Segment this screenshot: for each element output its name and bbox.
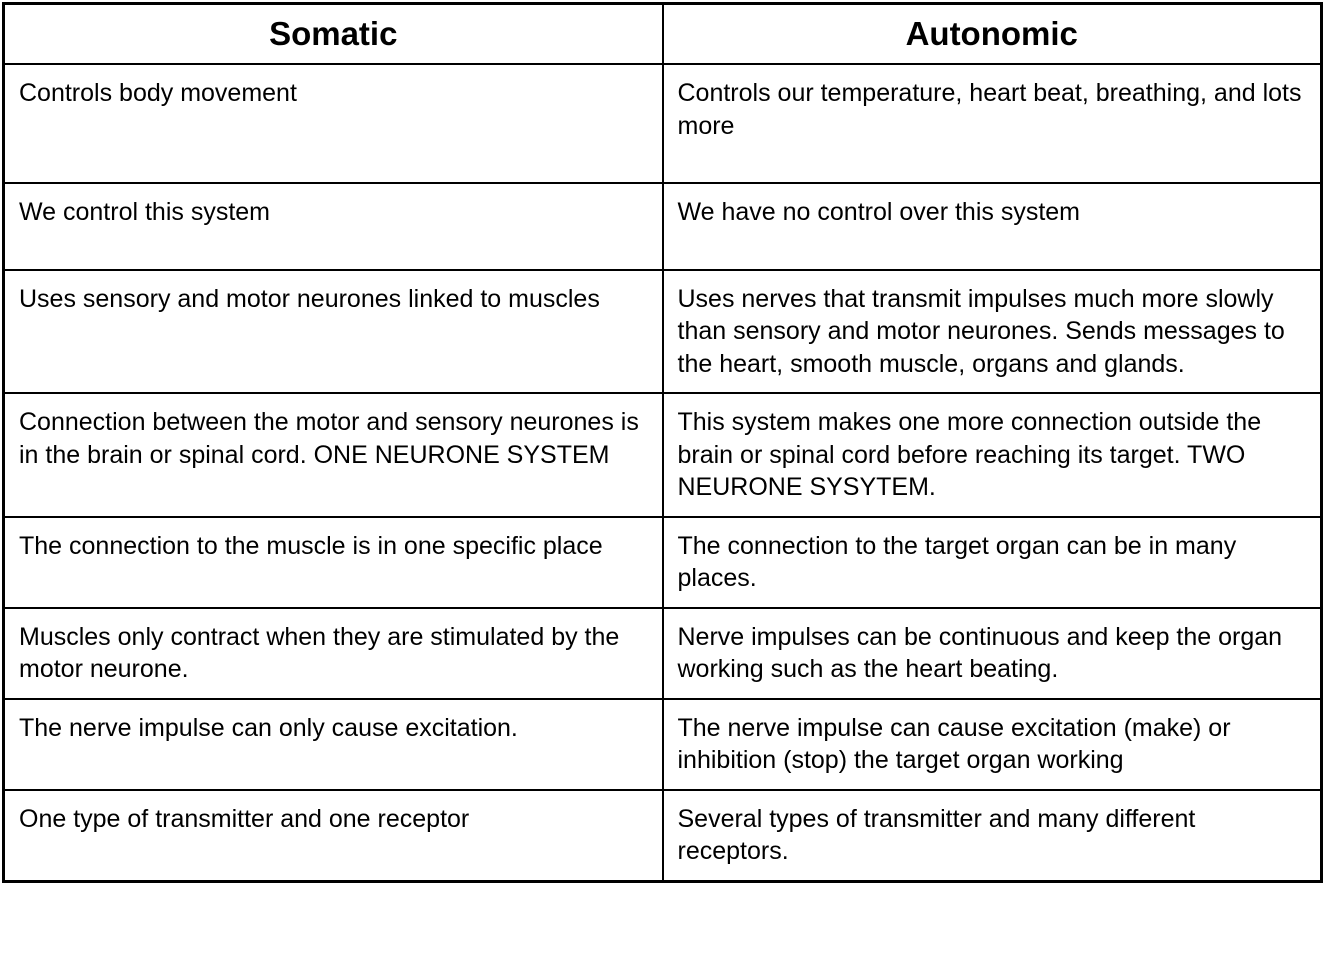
cell-autonomic: The nerve impulse can cause excitation (… xyxy=(663,699,1322,790)
cell-autonomic: We have no control over this system xyxy=(663,183,1322,270)
table-row: Muscles only contract when they are stim… xyxy=(4,608,1322,699)
table-row: The nerve impulse can only cause excitat… xyxy=(4,699,1322,790)
cell-somatic: We control this system xyxy=(4,183,663,270)
cell-autonomic: Controls our temperature, heart beat, br… xyxy=(663,64,1322,183)
header-somatic: Somatic xyxy=(4,4,663,65)
cell-somatic: Connection between the motor and sensory… xyxy=(4,393,663,517)
cell-somatic: One type of transmitter and one receptor xyxy=(4,790,663,882)
table-row: The connection to the muscle is in one s… xyxy=(4,517,1322,608)
comparison-table: Somatic Autonomic Controls body movement… xyxy=(2,2,1323,883)
cell-autonomic: This system makes one more connection ou… xyxy=(663,393,1322,517)
cell-somatic: Uses sensory and motor neurones linked t… xyxy=(4,270,663,394)
table-body: Controls body movementControls our tempe… xyxy=(4,64,1322,881)
cell-somatic: The connection to the muscle is in one s… xyxy=(4,517,663,608)
table-row: We control this systemWe have no control… xyxy=(4,183,1322,270)
table-row: One type of transmitter and one receptor… xyxy=(4,790,1322,882)
table-row: Connection between the motor and sensory… xyxy=(4,393,1322,517)
header-autonomic: Autonomic xyxy=(663,4,1322,65)
table-header-row: Somatic Autonomic xyxy=(4,4,1322,65)
cell-autonomic: Nerve impulses can be continuous and kee… xyxy=(663,608,1322,699)
cell-autonomic: Uses nerves that transmit impulses much … xyxy=(663,270,1322,394)
table-row: Uses sensory and motor neurones linked t… xyxy=(4,270,1322,394)
cell-somatic: Controls body movement xyxy=(4,64,663,183)
cell-somatic: The nerve impulse can only cause excitat… xyxy=(4,699,663,790)
cell-autonomic: Several types of transmitter and many di… xyxy=(663,790,1322,882)
table-row: Controls body movementControls our tempe… xyxy=(4,64,1322,183)
cell-autonomic: The connection to the target organ can b… xyxy=(663,517,1322,608)
cell-somatic: Muscles only contract when they are stim… xyxy=(4,608,663,699)
